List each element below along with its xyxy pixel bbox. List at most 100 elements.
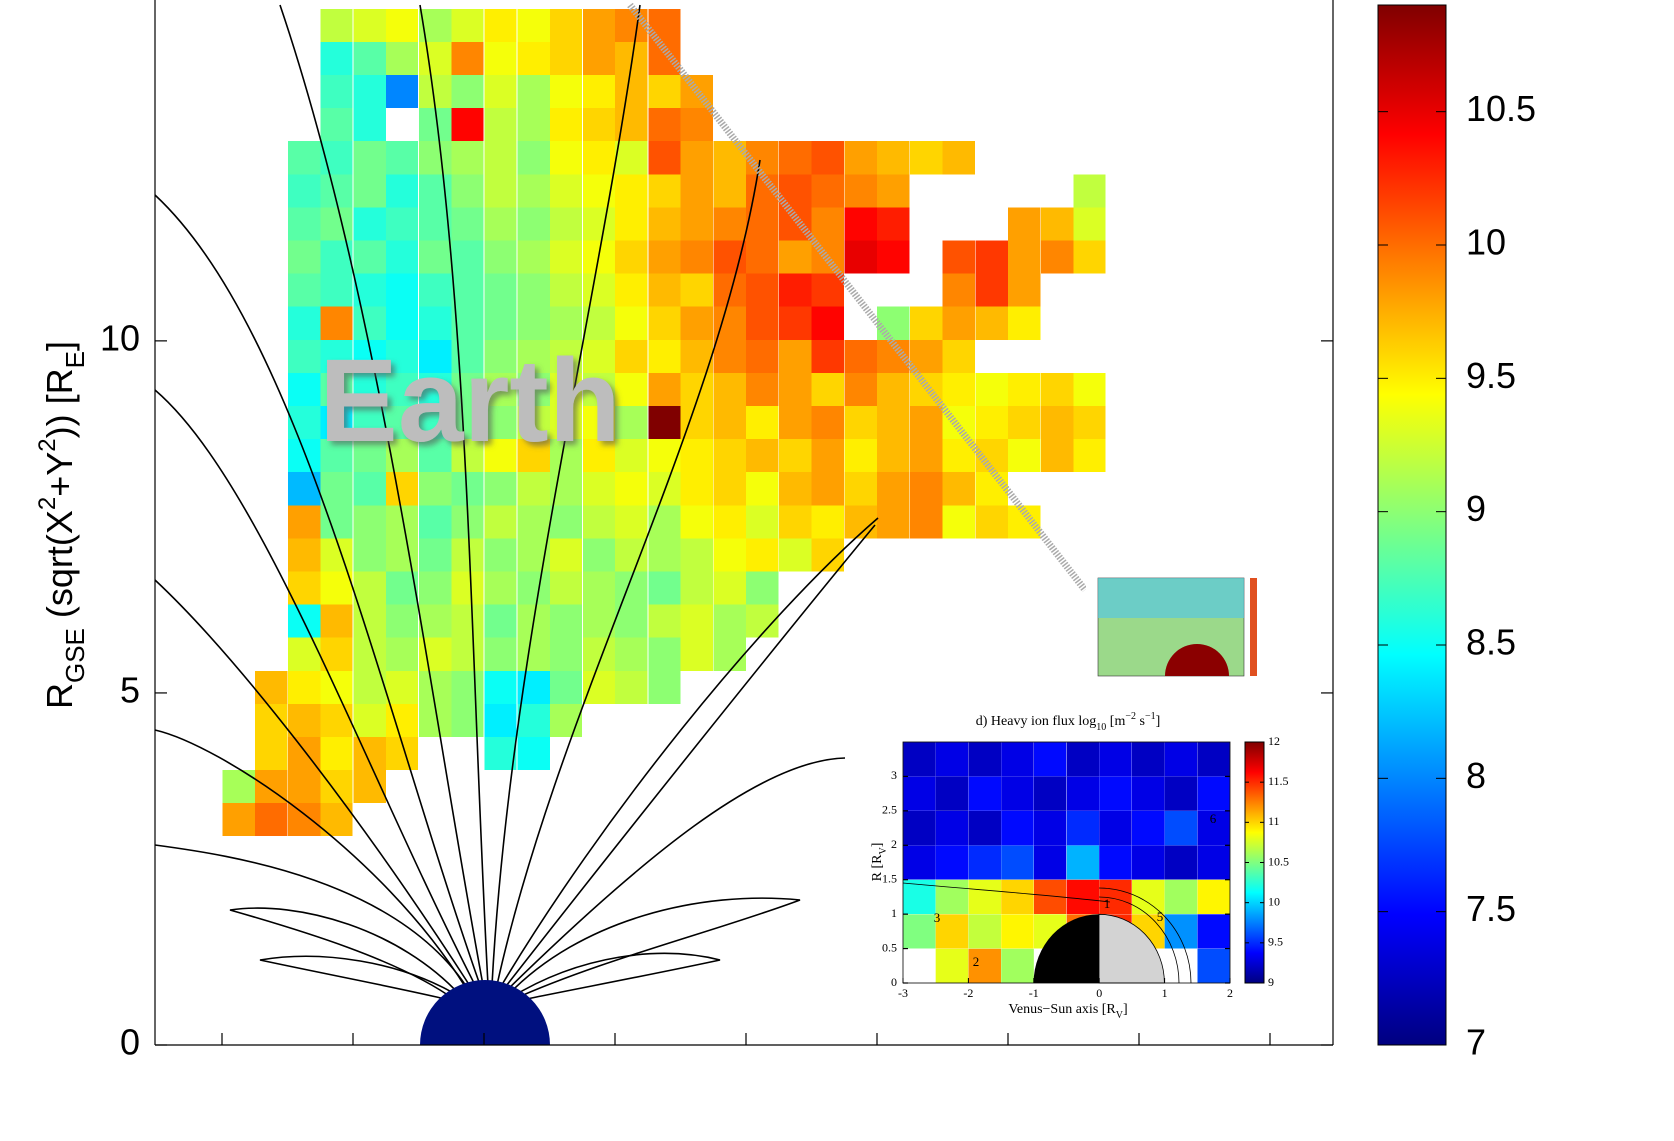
heatmap-cell <box>1034 845 1067 879</box>
heatmap-cell <box>583 671 615 704</box>
heatmap-cell <box>353 42 385 75</box>
heatmap-cell <box>1165 845 1198 879</box>
heatmap-cell <box>812 274 844 307</box>
heatmap-cell <box>714 340 746 373</box>
heatmap-cell <box>714 605 746 638</box>
heatmap-cell <box>942 505 974 538</box>
heatmap-cell <box>484 671 516 704</box>
heatmap-cell <box>976 406 1008 439</box>
heatmap-cell <box>976 274 1008 307</box>
heatmap-cell <box>1099 776 1132 810</box>
heatmap-cell <box>583 571 615 604</box>
heatmap-cell <box>714 373 746 406</box>
heatmap-cell <box>812 207 844 240</box>
colorbar-tick-label: 11.5 <box>1268 774 1289 788</box>
heatmap-cell <box>681 174 713 207</box>
heatmap-cell <box>550 108 582 141</box>
heatmap-cell <box>550 638 582 671</box>
heatmap-cell <box>942 307 974 340</box>
label-part: (sqrt(X <box>39 510 80 628</box>
y-tick-label: 0 <box>891 975 897 989</box>
heatmap-cell <box>779 307 811 340</box>
heatmap-cell <box>968 776 1001 810</box>
heatmap-cell <box>288 439 320 472</box>
heatmap-cell <box>936 949 969 983</box>
heatmap-cell <box>353 241 385 274</box>
heatmap-cell <box>484 505 516 538</box>
heatmap-cell <box>681 439 713 472</box>
heatmap-cell <box>419 274 451 307</box>
heatmap-cell <box>648 307 680 340</box>
heatmap-cell <box>910 439 942 472</box>
title-part: −1 <box>1145 711 1156 722</box>
heatmap-cell <box>419 505 451 538</box>
heatmap-cell <box>845 373 877 406</box>
heatmap-cell <box>320 737 352 770</box>
heatmap-cell <box>320 9 352 42</box>
heatmap-cell <box>615 274 647 307</box>
region-label: 6 <box>1210 811 1217 826</box>
heatmap-cell <box>288 638 320 671</box>
heatmap-cell <box>1041 241 1073 274</box>
heatmap-cell <box>615 638 647 671</box>
y-tick-label: 1 <box>891 906 897 920</box>
heatmap-cell <box>746 373 778 406</box>
heatmap-cell <box>550 274 582 307</box>
heatmap-cell <box>386 207 418 240</box>
heatmap-cell <box>845 472 877 505</box>
heatmap-cell <box>845 439 877 472</box>
heatmap-cell <box>550 671 582 704</box>
heatmap-cell <box>1073 373 1105 406</box>
heatmap-cell <box>1073 241 1105 274</box>
heatmap-cell <box>386 174 418 207</box>
heatmap-cell <box>386 9 418 42</box>
heatmap-cell <box>583 108 615 141</box>
heatmap-cell <box>288 505 320 538</box>
heatmap-cell <box>968 845 1001 879</box>
heatmap-cell <box>255 737 287 770</box>
heatmap-cell <box>255 671 287 704</box>
title-part: [m <box>1106 714 1125 729</box>
heatmap-cell <box>288 274 320 307</box>
heatmap-cell <box>877 373 909 406</box>
colorbar-tick-label: 7 <box>1466 1022 1486 1063</box>
heatmap-cell <box>517 9 549 42</box>
heatmap-cell <box>484 605 516 638</box>
heatmap-cell <box>288 704 320 737</box>
heatmap-cell <box>1165 914 1198 948</box>
heatmap-cell <box>1132 811 1165 845</box>
heatmap-cell <box>714 174 746 207</box>
heatmap-cell <box>942 241 974 274</box>
heatmap-cell <box>1034 742 1067 776</box>
heatmap-cell <box>1132 742 1165 776</box>
heatmap-cell <box>968 880 1001 914</box>
heatmap-cell <box>550 174 582 207</box>
heatmap-cell <box>550 571 582 604</box>
heatmap-cell <box>877 141 909 174</box>
heatmap-cell <box>648 571 680 604</box>
heatmap-cell <box>517 42 549 75</box>
x-tick-label: 1 <box>1162 986 1168 1000</box>
heatmap-cell <box>681 538 713 571</box>
heatmap-cell <box>1001 742 1034 776</box>
heatmap-cell <box>484 9 516 42</box>
heatmap-cell <box>1001 811 1034 845</box>
heatmap-cell <box>615 207 647 240</box>
heatmap-cell <box>942 373 974 406</box>
heatmap-cell <box>1073 207 1105 240</box>
heatmap-cell <box>942 472 974 505</box>
heatmap-cell <box>779 373 811 406</box>
heatmap-cell <box>1034 811 1067 845</box>
heatmap-cell <box>648 406 680 439</box>
heatmap-cell <box>419 671 451 704</box>
heatmap-cell <box>353 737 385 770</box>
heatmap-cell <box>1099 742 1132 776</box>
heatmap-cell <box>419 571 451 604</box>
heatmap-cell <box>288 671 320 704</box>
heatmap-cell <box>877 406 909 439</box>
heatmap-cell <box>353 571 385 604</box>
heatmap-cell <box>648 638 680 671</box>
heatmap-cell <box>1041 406 1073 439</box>
heatmap-cell <box>714 406 746 439</box>
heatmap-cell <box>1165 742 1198 776</box>
